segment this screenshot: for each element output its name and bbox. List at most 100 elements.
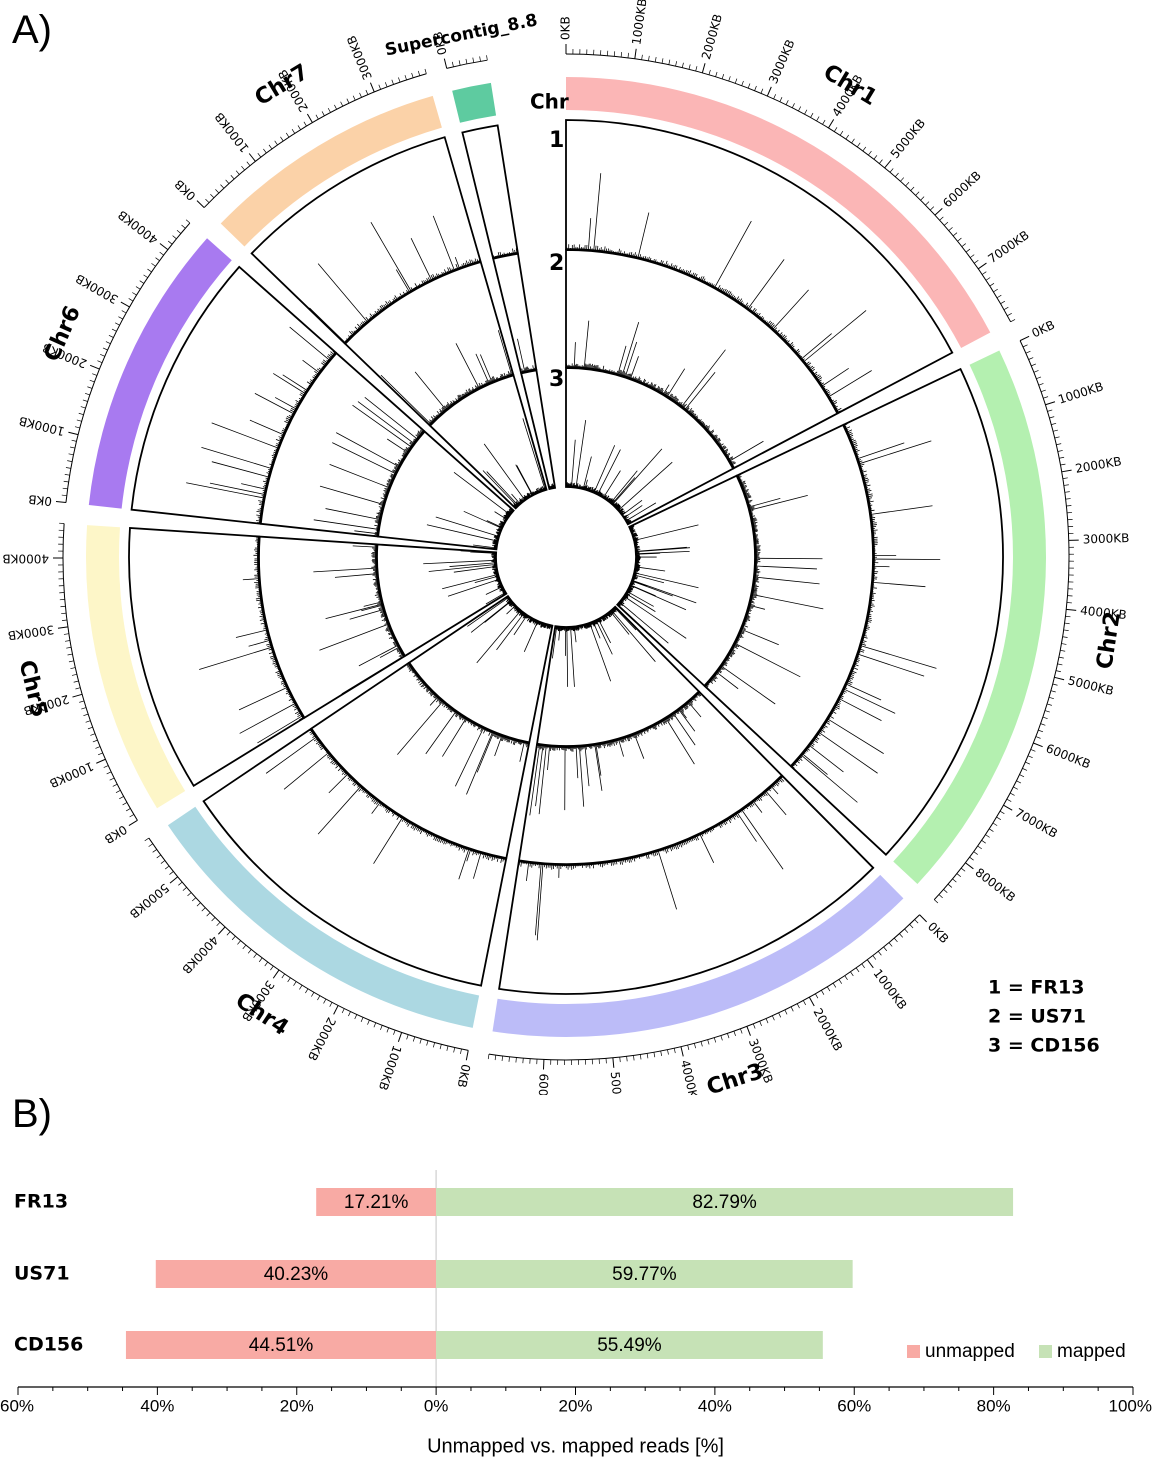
scale-tick xyxy=(1043,396,1049,399)
scale-tick xyxy=(139,280,145,284)
scale-tick xyxy=(641,54,643,60)
scale-tick xyxy=(226,931,231,936)
coverage-bars xyxy=(199,536,304,744)
scale-tick xyxy=(1003,306,1009,310)
scale-tick xyxy=(508,1056,510,1062)
scale-tick xyxy=(1054,676,1065,681)
scale-tick xyxy=(888,942,893,947)
scale-tick xyxy=(977,845,982,850)
scale-tick xyxy=(187,892,192,897)
scale-tick xyxy=(397,1032,403,1043)
scale-tick xyxy=(889,168,894,173)
coverage-bars xyxy=(565,420,673,525)
tick-label: 1000KB xyxy=(871,966,910,1012)
scale-tick xyxy=(808,996,815,1007)
scale-tick xyxy=(1022,344,1028,348)
scale-tick xyxy=(708,69,711,75)
scale-tick xyxy=(89,364,100,370)
scale-tick xyxy=(816,116,820,122)
track-2-chr7 xyxy=(343,260,515,427)
scale-tick xyxy=(1062,477,1068,479)
track-3-chr2 xyxy=(615,474,756,688)
coverage-bars xyxy=(791,423,941,803)
scale-tick xyxy=(297,125,301,130)
tick-label: 2000KB xyxy=(1074,454,1122,476)
scale-tick xyxy=(943,221,949,226)
scale-tick xyxy=(989,828,994,832)
scale-tick xyxy=(95,746,101,749)
tick-label: 3000KB xyxy=(344,33,375,81)
scale-tick xyxy=(159,251,164,256)
scale-tick xyxy=(211,917,216,922)
scale-tick xyxy=(323,998,327,1004)
scale-tick xyxy=(129,814,135,818)
scale-tick xyxy=(210,193,215,199)
scale-tick xyxy=(306,113,313,123)
scale-tick xyxy=(66,646,72,649)
scale-tick xyxy=(920,196,925,201)
scale-tick xyxy=(1057,450,1063,452)
coverage-bars xyxy=(309,215,481,343)
scale-tick xyxy=(1057,663,1063,666)
scale-tick xyxy=(1033,742,1043,748)
scale-tick xyxy=(687,1044,690,1050)
coverage-bars xyxy=(426,471,514,550)
scale-tick xyxy=(112,783,118,787)
mapped-bar-fr13 xyxy=(436,1188,1014,1216)
category-label-us71: US71 xyxy=(14,1263,70,1285)
scale-tick xyxy=(803,1000,806,1006)
scale-tick xyxy=(1030,749,1036,752)
track-2-chr2 xyxy=(703,423,874,768)
scale-tick xyxy=(225,179,230,184)
scale-tick xyxy=(1042,716,1048,720)
scale-tick xyxy=(216,921,221,927)
scale-tick xyxy=(627,52,629,58)
track-1-chr4 xyxy=(202,727,508,987)
scale-tick xyxy=(850,971,854,977)
tick-label: 5000KB xyxy=(127,881,172,921)
scale-tick xyxy=(965,862,974,870)
scale-tick xyxy=(315,114,319,120)
tick-label: 6000KB xyxy=(1044,741,1093,771)
coverage-bars xyxy=(617,524,699,644)
x-axis-title: Unmapped vs. mapped reads [%] xyxy=(427,1435,724,1457)
track-header: Chr xyxy=(530,90,569,114)
x-tick-label: 40% xyxy=(140,1396,174,1415)
scale-tick xyxy=(451,61,454,67)
scale-tick xyxy=(460,1048,462,1054)
coverage-bars xyxy=(186,326,336,524)
scale-tick xyxy=(815,993,819,999)
scale-tick xyxy=(97,752,103,756)
scale-tick xyxy=(280,136,284,142)
track-3-chr6 xyxy=(377,430,515,551)
scale-tick xyxy=(973,851,978,855)
scale-tick xyxy=(120,301,130,308)
scale-tick xyxy=(999,810,1005,815)
scale-tick xyxy=(327,107,331,113)
legend-swatch-unmapped xyxy=(907,1345,920,1358)
chromosome-label-chr5: Chr5 xyxy=(13,658,51,720)
tick-label: 0KB xyxy=(430,30,449,56)
scale-tick xyxy=(443,58,448,69)
scale-tick xyxy=(143,274,148,278)
scale-tick xyxy=(694,1043,696,1049)
scale-tick xyxy=(965,248,971,253)
tick-label: 2000KB xyxy=(810,1006,845,1054)
scale-tick xyxy=(746,1026,751,1036)
track-2-chr3 xyxy=(517,690,784,865)
scale-arc-chr1 xyxy=(565,53,1012,323)
tick-label: 1000KB xyxy=(629,0,649,46)
coverage-bars xyxy=(566,320,764,469)
x-tick-label: 0% xyxy=(424,1396,449,1415)
ideogram-chr5 xyxy=(86,525,186,809)
tick-label: 8000KB xyxy=(973,865,1019,904)
track-key-item: 2 = US71 xyxy=(988,1006,1086,1028)
tick-label: 4000KB xyxy=(2,552,49,566)
scale-tick xyxy=(893,937,898,943)
scale-tick xyxy=(900,177,905,182)
scale-tick xyxy=(866,959,874,969)
scale-tick xyxy=(985,834,990,838)
scale-tick xyxy=(883,946,888,952)
tick-label: 7000KB xyxy=(1012,806,1059,841)
tick-label: 1000KB xyxy=(1056,379,1105,406)
